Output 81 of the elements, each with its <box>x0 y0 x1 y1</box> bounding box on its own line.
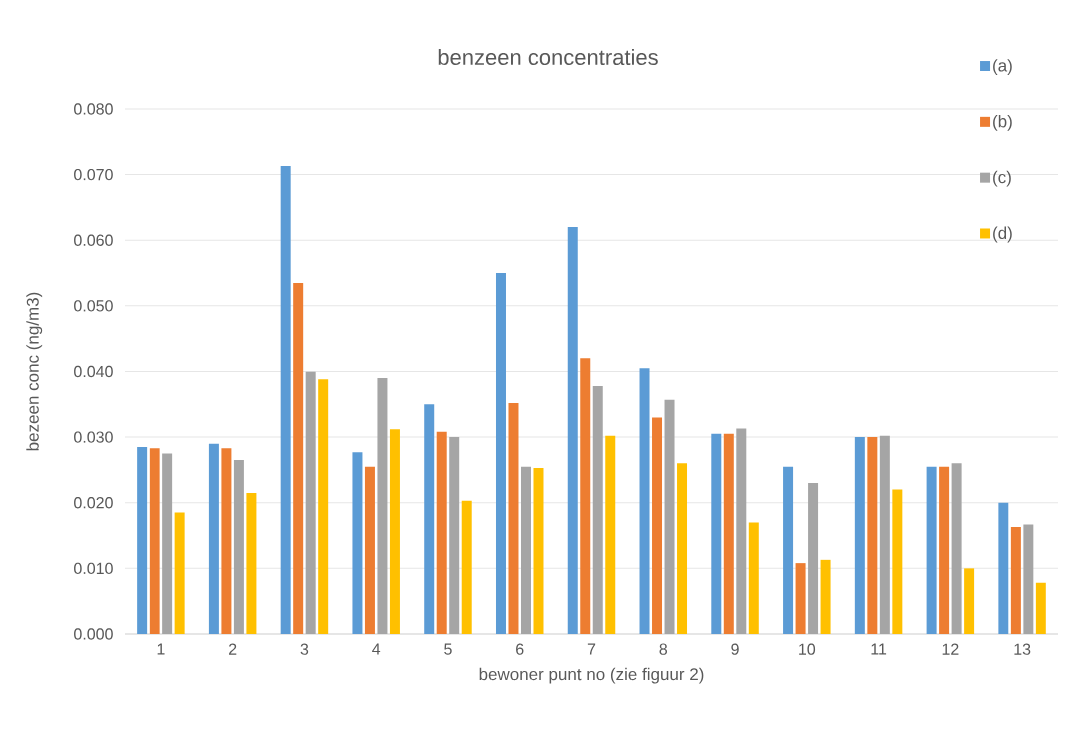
bar <box>592 385 603 634</box>
bar <box>280 166 291 634</box>
x-tick-label: 6 <box>516 643 524 655</box>
bar <box>605 435 616 634</box>
x-tick-label: 2 <box>229 643 237 655</box>
bar <box>162 453 173 634</box>
y-tick-label: 0.040 <box>74 365 113 378</box>
bar <box>424 404 435 634</box>
bar <box>520 466 531 634</box>
bar <box>318 379 329 634</box>
bar <box>879 435 890 634</box>
bar <box>208 443 219 634</box>
bar <box>783 466 794 634</box>
bar <box>664 399 675 634</box>
bar <box>639 368 650 634</box>
bar <box>221 448 232 634</box>
x-tick-label: 7 <box>587 643 596 655</box>
legend-label: (b) <box>993 114 1012 131</box>
bar <box>389 429 400 634</box>
bar <box>854 437 865 634</box>
bar <box>495 273 506 634</box>
bar <box>711 433 722 634</box>
y-tick-label: 0.010 <box>74 562 113 575</box>
y-axis-title: bezeen conc (ng/m3) <box>26 292 43 451</box>
bar <box>1035 582 1046 634</box>
bar <box>364 466 375 634</box>
bar <box>436 431 447 634</box>
bar <box>892 489 903 634</box>
x-tick-label: 3 <box>300 643 309 655</box>
bar <box>293 282 304 634</box>
bar <box>867 437 878 634</box>
bar <box>795 563 806 634</box>
bar <box>926 466 937 634</box>
bar <box>964 568 975 634</box>
bar <box>246 492 257 634</box>
bar <box>677 463 688 634</box>
bar <box>723 433 734 634</box>
bar <box>748 522 759 634</box>
bar <box>149 448 160 634</box>
legend-label: (d) <box>993 226 1012 243</box>
y-tick-label: 0.070 <box>74 168 113 181</box>
y-tick-label: 0.050 <box>74 300 113 312</box>
chart-title: benzeen concentraties <box>438 48 658 66</box>
bar <box>998 502 1009 634</box>
bar <box>951 463 962 634</box>
bar <box>533 467 544 634</box>
x-axis-title: bewoner punt no (zie figuur 2) <box>479 667 704 684</box>
x-tick-label: 13 <box>1014 643 1031 655</box>
y-tick-label: 0.020 <box>74 497 113 509</box>
x-tick-label: 1 <box>157 643 165 655</box>
bar <box>461 500 472 634</box>
bar <box>939 466 950 634</box>
y-tick-label: 0.000 <box>74 628 113 640</box>
bar <box>820 559 831 634</box>
bar <box>174 512 185 634</box>
x-tick-label: 10 <box>799 643 816 655</box>
bar <box>808 483 819 634</box>
bar <box>652 417 663 634</box>
x-tick-label: 4 <box>372 643 381 655</box>
y-tick-label: 0.060 <box>74 234 113 246</box>
bar <box>377 378 388 634</box>
x-tick-label: 12 <box>942 643 959 655</box>
x-tick-label: 11 <box>871 643 887 655</box>
bar <box>352 452 363 634</box>
x-tick-label: 9 <box>731 643 739 655</box>
y-tick-label: 0.030 <box>74 431 113 443</box>
bar <box>449 437 460 634</box>
legend-label: (c) <box>993 170 1011 187</box>
legend-label: (a) <box>993 59 1012 75</box>
bar <box>508 402 519 634</box>
bar <box>1010 527 1021 634</box>
y-tick-label: 0.080 <box>74 103 113 115</box>
bar <box>233 460 244 634</box>
bar <box>305 371 316 634</box>
x-tick-label: 5 <box>444 643 452 655</box>
bar <box>137 446 148 634</box>
bar <box>580 358 591 634</box>
x-tick-label: 8 <box>659 643 668 655</box>
bar <box>567 227 578 634</box>
bar <box>1023 524 1034 634</box>
bar <box>736 428 747 634</box>
